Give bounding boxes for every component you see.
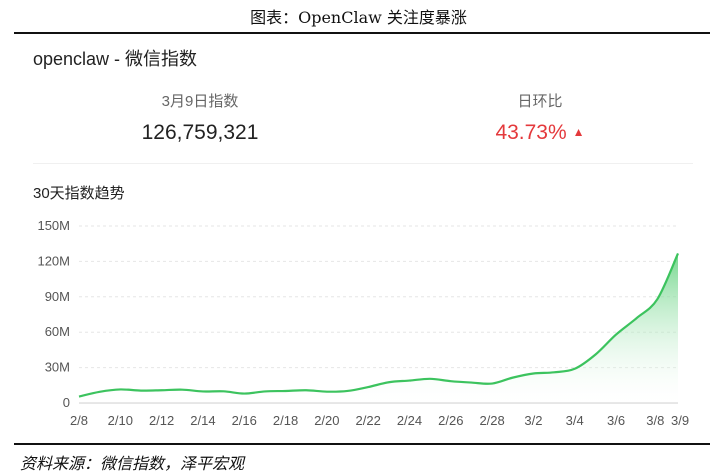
stat-index-label: 3月9日指数 [161, 93, 239, 110]
y-tick-label: 30M [45, 360, 70, 375]
x-tick-label: 2/18 [273, 413, 298, 428]
x-tick-label: 2/26 [438, 413, 463, 428]
x-tick-label: 3/2 [524, 413, 542, 428]
top-rule [14, 32, 710, 34]
stat-index-value: 126,759,321 [141, 121, 259, 144]
x-tick-label: 2/12 [149, 413, 174, 428]
x-tick-label: 2/10 [108, 413, 133, 428]
y-tick-label: 0 [63, 395, 70, 410]
y-tick-label: 150M [37, 218, 70, 233]
stats-divider [33, 163, 693, 164]
y-tick-label: 90M [45, 289, 70, 304]
figure-title: 图表：OpenClaw 关注度暴涨 [250, 8, 467, 27]
series-line [78, 252, 680, 398]
x-tick-label: 2/20 [314, 413, 339, 428]
source-note: 资料来源：微信指数，泽平宏观 [20, 454, 245, 473]
stat-dod-value: 43.73% [495, 121, 567, 144]
x-tick-label: 3/6 [607, 413, 625, 428]
x-tick-label: 2/16 [232, 413, 257, 428]
x-tick-label: 2/22 [356, 413, 381, 428]
x-tick-label: 3/8 [646, 413, 664, 428]
x-tick-label: 2/24 [397, 413, 422, 428]
x-tick-label: 3/4 [566, 413, 584, 428]
stat-dod: 日环比 43.73% ▲ [460, 90, 620, 145]
stat-dod-value-wrap: 43.73% ▲ [460, 121, 620, 145]
x-tick-label: 2/8 [70, 413, 88, 428]
x-tick-label: 2/28 [479, 413, 504, 428]
panel-title: openclaw - 微信指数 [33, 49, 198, 69]
triangle-up-icon: ▲ [572, 125, 585, 139]
y-tick-label: 60M [45, 324, 70, 339]
x-tick-label: 2/14 [190, 413, 215, 428]
stat-index: 3月9日指数 126,759,321 [120, 90, 280, 145]
bottom-rule [14, 443, 710, 445]
x-tick-label: 3/9 [671, 413, 689, 428]
series-area [79, 253, 678, 403]
trend-title: 30天指数趋势 [33, 185, 125, 202]
y-tick-label: 120M [37, 253, 70, 268]
stat-dod-label: 日环比 [517, 93, 563, 110]
